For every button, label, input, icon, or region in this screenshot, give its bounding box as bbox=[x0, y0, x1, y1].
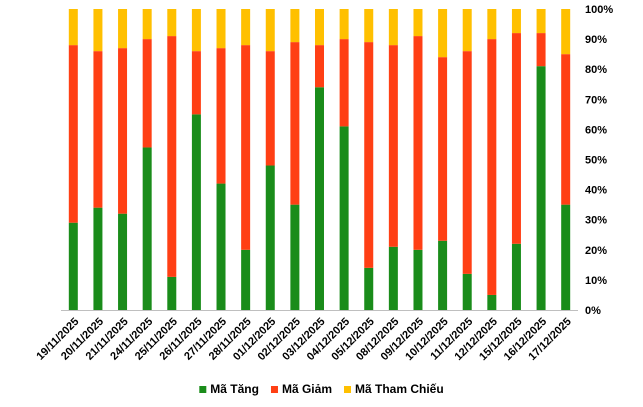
bar-segment-ma-tang bbox=[167, 276, 177, 310]
bar-segment-ma-tham-chieu bbox=[142, 9, 152, 40]
bar-segment-ma-tang bbox=[511, 243, 521, 310]
bar-segment-ma-tham-chieu bbox=[241, 9, 251, 46]
bar-segment-ma-tham-chieu bbox=[167, 9, 177, 37]
y-tick-label: 60% bbox=[585, 124, 607, 136]
bar-segment-ma-tang bbox=[241, 249, 251, 310]
bar-segment-ma-tham-chieu bbox=[216, 9, 226, 49]
bar-segment-ma-tang bbox=[438, 240, 448, 310]
bar-segment-ma-tham-chieu bbox=[462, 9, 472, 52]
bar-segment-ma-tang bbox=[142, 147, 152, 310]
y-tick-label: 40% bbox=[585, 185, 607, 197]
y-tick-label: 50% bbox=[585, 155, 607, 167]
bar-segment-ma-giam bbox=[216, 48, 226, 184]
bar-segment-ma-tang bbox=[68, 222, 78, 310]
bar-segment-ma-tang bbox=[191, 114, 201, 310]
bar-segment-ma-tham-chieu bbox=[511, 9, 521, 34]
bar-segment-ma-giam bbox=[339, 39, 349, 127]
bar-segment-ma-tang bbox=[413, 249, 423, 310]
bar-segment-ma-tang bbox=[315, 87, 324, 310]
legend-swatch bbox=[344, 386, 351, 393]
bar-segment-ma-giam bbox=[265, 51, 275, 166]
bar-segment-ma-giam bbox=[290, 42, 300, 205]
y-tick-label: 10% bbox=[585, 275, 607, 287]
bar-segment-ma-tham-chieu bbox=[93, 9, 103, 52]
legend-swatch bbox=[199, 386, 207, 393]
bar-segment-ma-tang bbox=[216, 183, 226, 310]
bar-segment-ma-giam bbox=[68, 45, 78, 223]
bar-segment-ma-tang bbox=[536, 66, 546, 310]
bar-segment-ma-giam bbox=[536, 33, 546, 67]
bar-segment-ma-giam bbox=[364, 42, 374, 268]
y-tick-label: 80% bbox=[585, 64, 607, 76]
bar-segment-ma-giam bbox=[438, 57, 448, 241]
bar-segment-ma-giam bbox=[93, 51, 103, 208]
bar-segment-ma-tham-chieu bbox=[290, 9, 300, 43]
bar-segment-ma-tham-chieu bbox=[339, 9, 349, 40]
bar-segment-ma-giam bbox=[167, 36, 177, 277]
bar-segment-ma-giam bbox=[511, 33, 521, 244]
bar-segment-ma-tang bbox=[388, 246, 398, 310]
legend-item: Mã Tăng bbox=[199, 382, 259, 396]
bar-segment-ma-tham-chieu bbox=[413, 9, 423, 37]
y-tick-label: 30% bbox=[585, 215, 607, 227]
legend-swatch bbox=[270, 386, 278, 393]
y-tick-label: 90% bbox=[585, 34, 607, 46]
bar-segment-ma-giam bbox=[118, 48, 128, 214]
bar-segment-ma-tang bbox=[290, 204, 300, 310]
legend: Mã Tăng Mã Giảm Mã Tham Chiếu bbox=[199, 382, 444, 396]
bar-segment-ma-tham-chieu bbox=[118, 9, 128, 49]
bar-segment-ma-tham-chieu bbox=[536, 9, 546, 34]
bar-segment-ma-giam bbox=[241, 45, 251, 250]
bar-segment-ma-giam bbox=[462, 51, 472, 274]
y-tick-label: 100% bbox=[585, 4, 613, 16]
bar-segment-ma-tang bbox=[265, 165, 275, 310]
bar-segment-ma-giam bbox=[315, 45, 324, 88]
bar-segment-ma-tang bbox=[487, 294, 497, 310]
y-axis-ticks: 0% 10% 20% 30% 40% 50% 60% 70% 80% 90% 100% bbox=[585, 4, 613, 317]
bar-segment-ma-tham-chieu bbox=[68, 9, 78, 46]
bar-segment-ma-tang bbox=[339, 126, 349, 310]
bar-segment-ma-tang bbox=[118, 213, 128, 310]
bar-segment-ma-giam bbox=[487, 39, 497, 295]
legend-item: Mã Giảm bbox=[270, 382, 332, 396]
x-axis-ticks: 19/11/202520/11/202521/11/202524/11/2025… bbox=[34, 316, 573, 363]
bar-segment-ma-tham-chieu bbox=[315, 9, 324, 46]
legend-item: Mã Tham Chiếu bbox=[344, 382, 444, 396]
bar-segment-ma-tang bbox=[93, 207, 103, 310]
bar-segment-ma-tham-chieu bbox=[561, 9, 571, 55]
bar-segment-ma-tham-chieu bbox=[191, 9, 201, 52]
bar-segment-ma-tang bbox=[462, 273, 472, 310]
bar-segment-ma-tang bbox=[364, 267, 374, 310]
bar-segment-ma-tang bbox=[561, 204, 571, 310]
legend-label: Mã Giảm bbox=[282, 382, 332, 396]
bar-segment-ma-tham-chieu bbox=[388, 9, 398, 46]
bar-segment-ma-tham-chieu bbox=[438, 9, 448, 58]
y-tick-label: 70% bbox=[585, 94, 607, 106]
bar-segment-ma-giam bbox=[191, 51, 201, 115]
bar-segment-ma-giam bbox=[142, 39, 152, 148]
y-tick-label: 20% bbox=[585, 245, 607, 257]
bar-segment-ma-giam bbox=[413, 36, 423, 250]
bar-segment-ma-tham-chieu bbox=[364, 9, 374, 43]
legend-label: Mã Tăng bbox=[210, 382, 259, 396]
bar-segment-ma-giam bbox=[388, 45, 398, 247]
legend-label: Mã Tham Chiếu bbox=[355, 382, 444, 396]
bar-segment-ma-tham-chieu bbox=[487, 9, 497, 40]
bar-segment-ma-giam bbox=[561, 54, 571, 205]
y-tick-label: 0% bbox=[585, 305, 601, 317]
bar-segment-ma-tham-chieu bbox=[265, 9, 275, 52]
bars-layer bbox=[68, 9, 571, 310]
